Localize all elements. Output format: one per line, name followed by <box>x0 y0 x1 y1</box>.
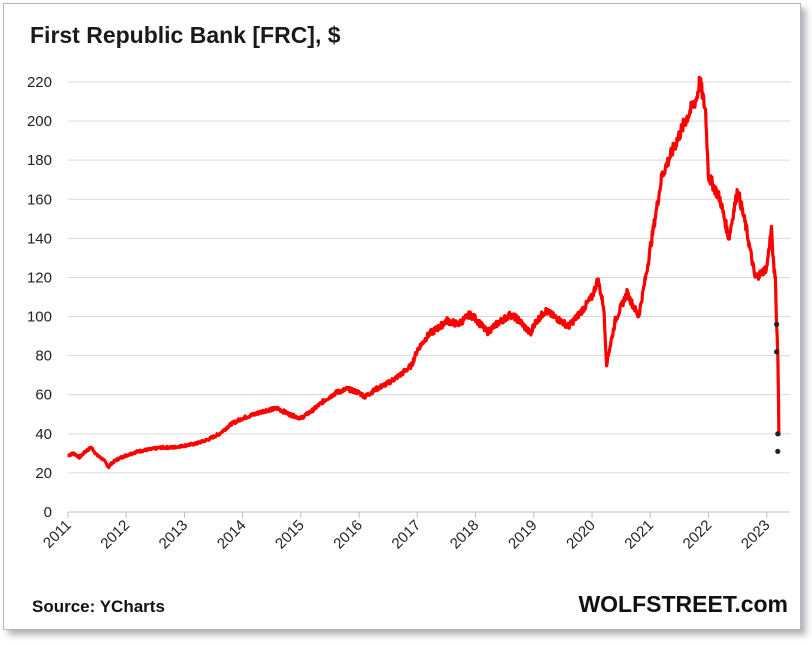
y-tick-label: 200 <box>27 113 52 130</box>
x-tick-label: 2011 <box>40 517 75 552</box>
x-tick-label: 2015 <box>272 517 308 553</box>
x-tick-label: 2014 <box>214 517 250 553</box>
grid-lines <box>68 81 790 513</box>
y-tick-label: 80 <box>35 348 52 365</box>
data-point-marker <box>775 431 781 437</box>
data-point-marker <box>774 321 780 327</box>
y-tick-label: 40 <box>35 426 52 443</box>
y-tick-label: 180 <box>27 152 52 169</box>
x-tick-label: 2021 <box>621 517 657 553</box>
data-point-marker <box>775 448 781 455</box>
y-tick-label: 160 <box>27 191 52 208</box>
x-tick-label: 2018 <box>447 517 483 553</box>
x-tick-label: 2013 <box>156 517 192 553</box>
x-tick-label: 2020 <box>563 517 599 553</box>
series-line <box>66 75 781 470</box>
x-axis-ticks: 2011 2012 2013 2014 2015 2016 2017 2018 2019 2020… <box>40 517 774 553</box>
y-tick-label: 100 <box>27 309 52 326</box>
y-tick-label: 220 <box>27 74 52 91</box>
series-group <box>66 75 781 470</box>
x-tick-label: 2023 <box>738 517 774 553</box>
x-tick-label: 2016 <box>330 517 366 553</box>
x-tick-label: 2012 <box>97 517 133 553</box>
x-tick-label: 2019 <box>505 517 541 553</box>
y-tick-label: 20 <box>35 465 52 482</box>
data-point-marker <box>774 349 780 355</box>
y-tick-label: 140 <box>27 230 52 247</box>
source-note: Source: YCharts <box>32 597 165 616</box>
x-tick-label: 2022 <box>680 517 716 553</box>
x-tick-label: 2017 <box>389 517 425 553</box>
marker-group <box>774 321 781 455</box>
y-tick-label: 60 <box>35 387 52 404</box>
brand-logo-text: WOLFSTREET.com <box>578 591 788 617</box>
chart-title: First Republic Bank [FRC], $ <box>30 22 341 48</box>
y-tick-label: 120 <box>27 269 52 286</box>
y-tick-label: 0 <box>44 504 52 521</box>
x-axis <box>67 511 790 518</box>
y-axis-ticks: 0 20 40 60 80 100 120 140 160 180 200 220 <box>27 74 52 521</box>
